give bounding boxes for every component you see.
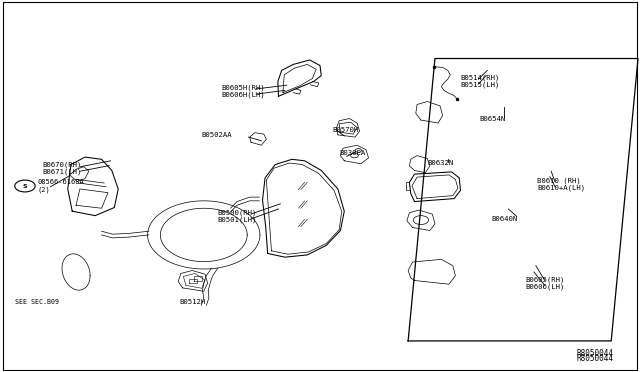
Text: B0514(RH)
B0515(LH): B0514(RH) B0515(LH)	[461, 74, 500, 89]
Text: B0640N: B0640N	[491, 216, 517, 222]
Text: S: S	[22, 183, 28, 189]
Text: B0654N: B0654N	[479, 116, 506, 122]
Text: B0605(RH)
B0606(LH): B0605(RH) B0606(LH)	[525, 276, 565, 290]
Text: R8050044: R8050044	[577, 349, 614, 358]
Text: B0632N: B0632N	[428, 160, 454, 166]
Text: B0610 (RH)
B0610+A(LH): B0610 (RH) B0610+A(LH)	[537, 177, 585, 191]
Text: B0512H: B0512H	[179, 299, 205, 305]
Text: SEE SEC.B09: SEE SEC.B09	[15, 299, 59, 305]
Text: B0500(RH)
B0501(LH): B0500(RH) B0501(LH)	[218, 209, 257, 224]
Text: B030EA: B030EA	[339, 150, 365, 155]
Text: B0670(RH)
B0671(LH): B0670(RH) B0671(LH)	[42, 161, 81, 175]
Text: B0570H: B0570H	[333, 127, 359, 134]
Text: R8050044: R8050044	[577, 354, 614, 363]
Text: 08566-6168A
(2): 08566-6168A (2)	[38, 179, 84, 193]
Text: B0605H(RH)
B0606H(LH): B0605H(RH) B0606H(LH)	[221, 84, 265, 99]
Text: B0502AA: B0502AA	[202, 132, 232, 138]
